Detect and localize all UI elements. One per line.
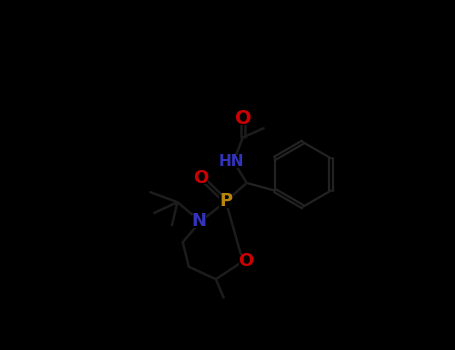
FancyBboxPatch shape xyxy=(219,195,233,208)
Text: O: O xyxy=(194,168,209,187)
FancyBboxPatch shape xyxy=(194,172,208,184)
FancyBboxPatch shape xyxy=(192,215,206,228)
Text: HN: HN xyxy=(218,154,244,169)
Text: O: O xyxy=(238,252,253,271)
FancyBboxPatch shape xyxy=(239,255,253,268)
Text: O: O xyxy=(234,110,251,128)
Text: P: P xyxy=(219,193,233,210)
Text: N: N xyxy=(192,212,207,230)
FancyBboxPatch shape xyxy=(236,113,250,125)
FancyBboxPatch shape xyxy=(222,155,241,168)
